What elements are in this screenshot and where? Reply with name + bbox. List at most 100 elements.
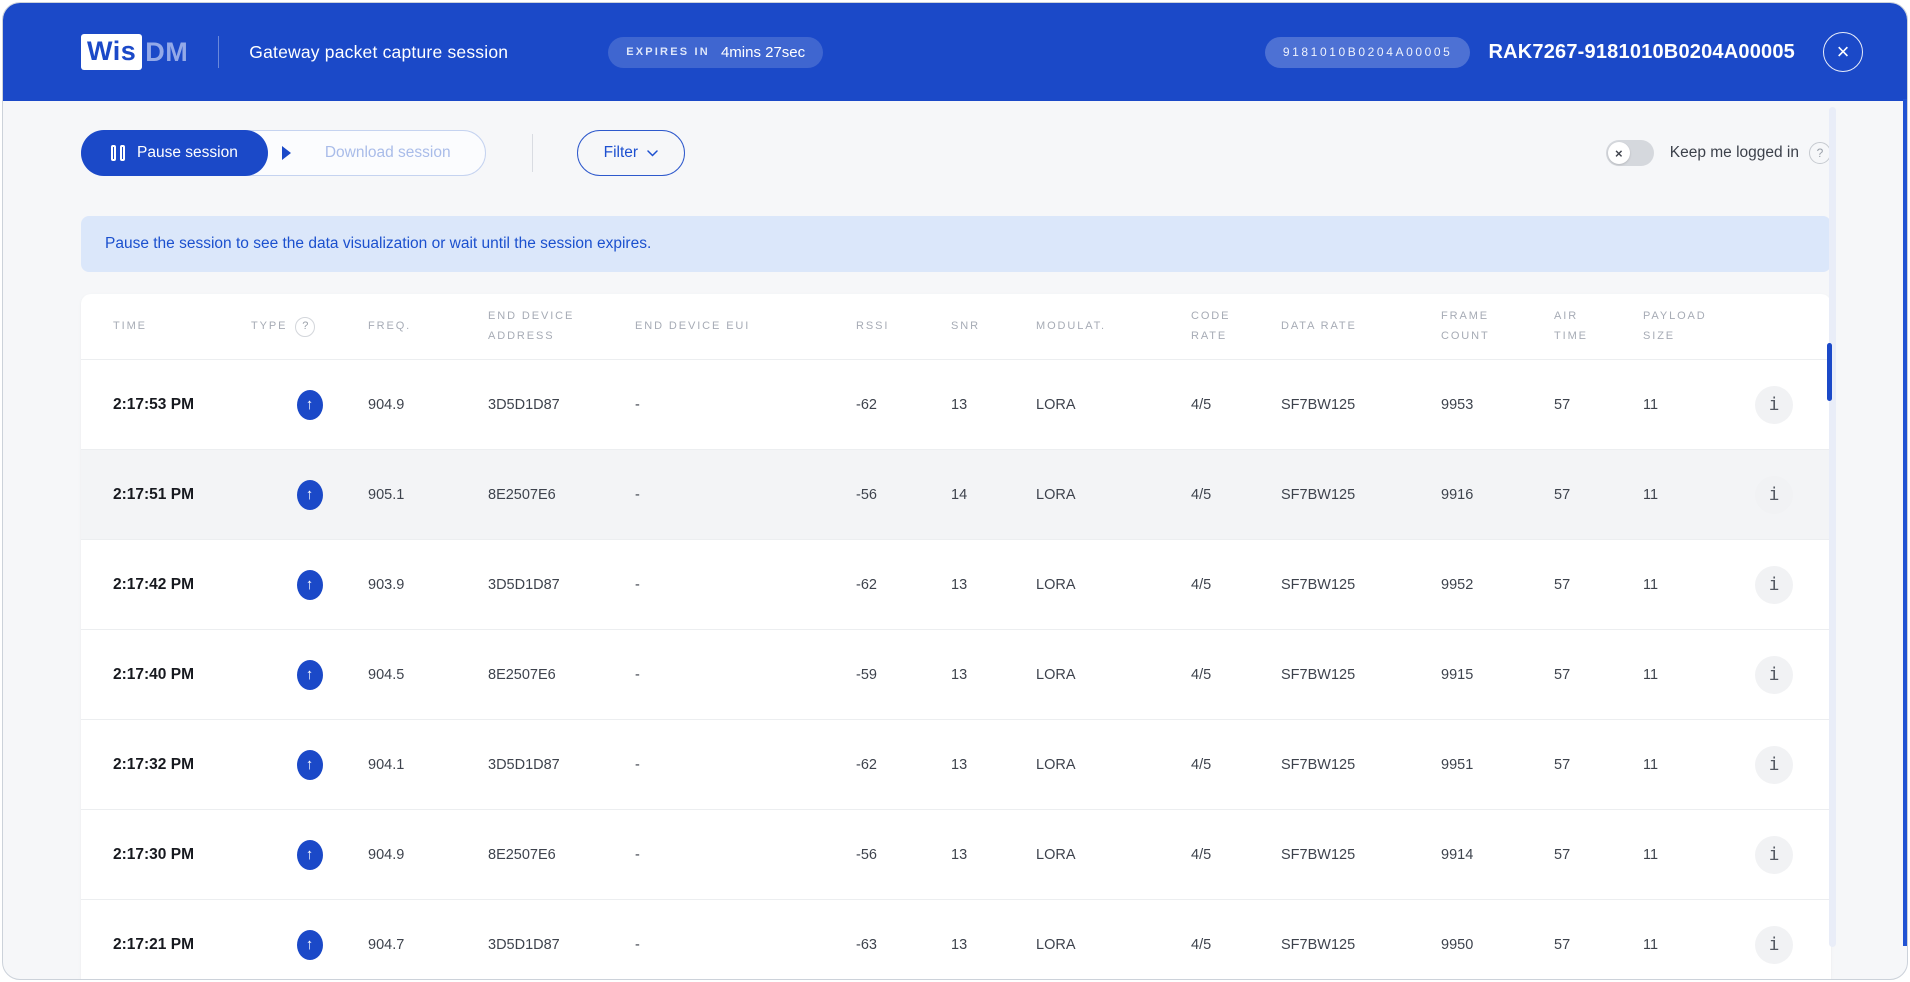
close-button[interactable]: ×: [1823, 32, 1863, 72]
filter-button[interactable]: Filter: [576, 130, 686, 176]
cell-time: 2:17:21 PM: [113, 935, 194, 953]
cell-freq: 904.1: [368, 756, 405, 773]
wisdm-logo: Wis DM: [81, 34, 188, 70]
cell-payload-size: 11: [1643, 396, 1659, 413]
cell-snr: 13: [951, 576, 968, 593]
cell-rssi: -63: [856, 936, 877, 953]
packet-table: TIME TYPE ? FREQ. END DEVICE ADDRESS END…: [81, 294, 1831, 979]
column-header-payload_size: PAYLOAD SIZE: [1643, 310, 1707, 342]
cell-time: 2:17:40 PM: [113, 665, 194, 683]
cell-rssi: -62: [856, 756, 877, 773]
cell-modulation: LORA: [1036, 666, 1076, 683]
cell-frame-count: 9914: [1441, 846, 1474, 863]
cell-data-rate: SF7BW125: [1281, 486, 1356, 503]
chevron-down-icon: [647, 149, 658, 157]
cell-end-device-eui: -: [635, 396, 640, 413]
cell-air-time: 57: [1554, 576, 1571, 593]
cell-freq: 904.7: [368, 936, 405, 953]
filter-label: Filter: [603, 144, 639, 161]
window-scrollbar[interactable]: [1903, 99, 1907, 946]
cell-end-device-eui: -: [635, 756, 640, 773]
page-title: Gateway packet capture session: [249, 41, 509, 62]
cell-type: ↑: [251, 839, 368, 870]
cell-air-time: 57: [1554, 846, 1571, 863]
cell-code-rate: 4/5: [1191, 666, 1212, 683]
cell-end-device-eui: -: [635, 846, 640, 863]
cell-modulation: LORA: [1036, 846, 1076, 863]
pause-session-button[interactable]: Pause session: [81, 130, 268, 176]
cell-code-rate: 4/5: [1191, 756, 1212, 773]
cell-frame-count: 9953: [1441, 396, 1474, 413]
cell-code-rate: 4/5: [1191, 846, 1212, 863]
arrow-right-icon: [281, 146, 291, 160]
cell-air-time: 57: [1554, 936, 1571, 953]
cell-code-rate: 4/5: [1191, 486, 1212, 503]
cell-air-time: 57: [1554, 396, 1571, 413]
cell-payload-size: 11: [1643, 846, 1659, 863]
table-row: 2:17:53 PM ↑ 904.9 3D5D1D87 - -62 13 LOR…: [81, 360, 1831, 450]
cell-data-rate: SF7BW125: [1281, 576, 1356, 593]
cell-frame-count: 9915: [1441, 666, 1474, 683]
help-icon[interactable]: ?: [1809, 142, 1831, 164]
column-header-modulation: MODULAT.: [1036, 319, 1107, 332]
info-banner-text: Pause the session to see the data visual…: [105, 235, 652, 252]
cell-air-time: 57: [1554, 486, 1571, 503]
cell-frame-count: 9952: [1441, 576, 1474, 593]
info-button[interactable]: i: [1755, 385, 1793, 424]
cell-end-device-eui: -: [635, 666, 640, 683]
cell-type: ↑: [251, 929, 368, 960]
uplink-icon: ↑: [296, 569, 323, 600]
table-scrollbar-thumb[interactable]: [1827, 343, 1832, 401]
top-bar: Wis DM Gateway packet capture session EX…: [3, 3, 1907, 101]
download-session-label: Download session: [324, 144, 451, 161]
toggle-off-icon: ×: [1607, 142, 1630, 164]
cell-info: i: [1733, 475, 1815, 514]
cell-frame-count: 9916: [1441, 486, 1474, 503]
cell-snr: 13: [951, 396, 968, 413]
cell-snr: 14: [951, 486, 968, 503]
cell-rssi: -62: [856, 396, 877, 413]
cell-end-device-eui: -: [635, 576, 640, 593]
expires-countdown: 4mins 27sec: [720, 43, 806, 61]
cell-snr: 13: [951, 756, 968, 773]
cell-end-device-eui: -: [635, 486, 640, 503]
cell-type: ↑: [251, 659, 368, 690]
toolbar-right: × Keep me logged in ?: [1605, 140, 1831, 166]
column-header-data_rate: DATA RATE: [1281, 319, 1357, 332]
uplink-icon: ↑: [296, 929, 323, 960]
main-content: Pause session Download session Filter × …: [81, 130, 1831, 979]
toolbar-divider: [531, 134, 533, 172]
cell-time: 2:17:42 PM: [113, 575, 194, 593]
download-session-button[interactable]: Download session: [291, 144, 485, 162]
info-button[interactable]: i: [1755, 655, 1793, 694]
cell-code-rate: 4/5: [1191, 936, 1212, 953]
info-button[interactable]: i: [1755, 475, 1793, 514]
column-header-rssi: RSSI: [856, 319, 890, 332]
cell-info: i: [1733, 745, 1815, 784]
cell-air-time: 57: [1554, 666, 1571, 683]
cell-snr: 13: [951, 936, 968, 953]
cell-snr: 13: [951, 666, 968, 683]
help-icon[interactable]: ?: [295, 316, 316, 337]
cell-frame-count: 9951: [1441, 756, 1474, 773]
cell-modulation: LORA: [1036, 486, 1076, 503]
table-header-row: TIME TYPE ? FREQ. END DEVICE ADDRESS END…: [81, 294, 1831, 360]
cell-frame-count: 9950: [1441, 936, 1474, 953]
cell-end-device-address: 8E2507E6: [488, 486, 556, 503]
cell-payload-size: 11: [1643, 486, 1659, 503]
cell-end-device-address: 8E2507E6: [488, 666, 556, 683]
info-button[interactable]: i: [1755, 565, 1793, 604]
cell-modulation: LORA: [1036, 576, 1076, 593]
info-button[interactable]: i: [1755, 745, 1793, 784]
info-button[interactable]: i: [1755, 835, 1793, 874]
cell-payload-size: 11: [1643, 756, 1659, 773]
column-header-type: TYPE ?: [251, 316, 368, 337]
column-header-air_time: AIR TIME: [1554, 310, 1588, 342]
cell-type: ↑: [251, 389, 368, 420]
cell-modulation: LORA: [1036, 396, 1076, 413]
info-button[interactable]: i: [1755, 925, 1793, 964]
cell-freq: 903.9: [368, 576, 405, 593]
column-header-snr: SNR: [951, 319, 980, 332]
keep-logged-in-toggle[interactable]: ×: [1605, 140, 1654, 166]
